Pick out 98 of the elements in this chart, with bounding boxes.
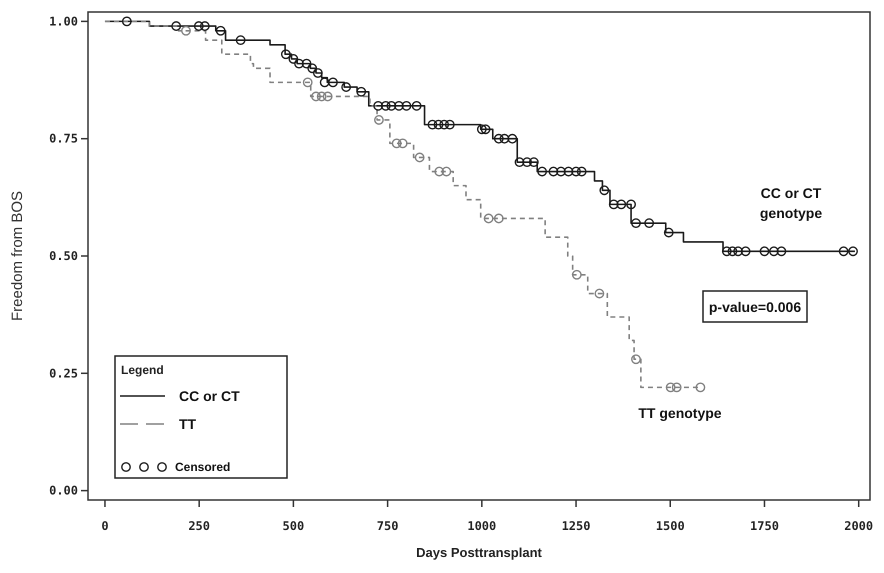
x-axis-title: Days Posttransplant [416,545,543,560]
point [480,124,490,134]
point [386,100,396,111]
point [722,246,732,256]
x-tick-label: 0 [101,519,109,533]
point [696,382,706,392]
point [412,100,422,111]
point [664,228,674,238]
point [571,166,581,176]
point [302,77,313,88]
point [322,92,333,102]
point [280,49,291,60]
x-tick-label: 1250 [562,519,590,533]
point [776,246,786,256]
point [564,166,574,176]
point [302,58,312,69]
annotation: CC or CT genotype [760,185,822,221]
point [576,166,587,176]
point [672,382,682,392]
point [733,246,743,256]
annotation: TT genotype [638,405,722,421]
point [848,246,858,256]
point [666,382,676,392]
y-tick-label: 0.50 [49,249,78,263]
y-tick-label: 0.00 [49,484,78,498]
point [616,199,626,210]
x-tick-label: 2000 [844,519,874,533]
point [537,166,548,176]
point [380,100,391,111]
y-tick-label: 1.00 [49,14,78,28]
point [216,26,226,36]
point [194,21,204,31]
point [631,354,641,364]
point [374,115,384,125]
legend-label: Censored [175,460,230,474]
point [494,134,504,144]
point [631,218,641,228]
legend-label: CC or CT [179,388,240,404]
point [171,21,182,31]
point [394,100,404,111]
point [428,120,438,130]
point [307,63,318,74]
point [200,21,210,31]
point [341,82,352,92]
x-tick-label: 1750 [750,519,779,533]
legend-label: TT [179,416,197,432]
point [599,185,610,196]
point [484,214,494,224]
point [402,100,412,111]
point [328,77,338,88]
point [373,100,384,111]
point [608,199,619,210]
point [548,166,558,176]
x-tick-label: 250 [188,519,210,533]
point [572,270,582,280]
y-axis-title: Freedom from BOS [9,190,26,322]
point [392,138,402,148]
point [414,152,425,162]
point [439,120,450,130]
point [442,166,452,176]
point [522,157,532,168]
point [311,92,321,102]
point [594,288,604,298]
point [320,77,330,88]
x-tick-label: 1500 [656,519,685,533]
point [528,157,539,168]
point [444,120,455,130]
x-tick-label: 750 [376,519,398,533]
point [760,246,770,256]
point [514,157,524,168]
point [122,16,132,26]
legend-title: Legend [121,363,164,377]
point [838,246,849,256]
point [556,166,566,176]
point [740,246,751,256]
y-tick-label: 0.75 [49,132,78,146]
point [507,134,518,144]
point [494,214,504,224]
point [181,26,191,36]
point [316,92,327,102]
point [500,134,510,144]
point [398,138,408,148]
point [312,68,323,78]
y-tick-label: 0.25 [49,366,78,380]
point [626,199,636,210]
point [476,124,487,134]
point [356,86,366,97]
point [728,246,738,256]
point [434,120,444,130]
point [769,246,779,256]
x-tick-label: 1000 [467,519,496,533]
point [294,58,304,69]
point [288,54,298,64]
point [434,166,444,176]
x-tick-label: 500 [282,519,304,533]
point [644,218,654,228]
point [236,35,246,46]
annotation: p-value=0.006 [708,299,802,315]
